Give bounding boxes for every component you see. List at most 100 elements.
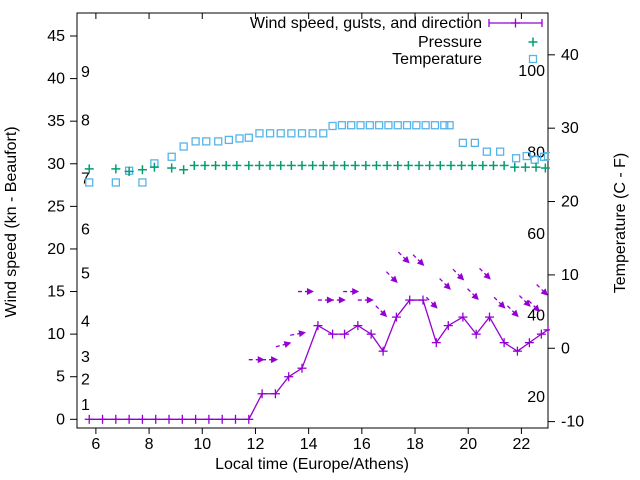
beaufort-label: 6 (81, 221, 90, 238)
gust-arrow-tail (412, 254, 421, 263)
temperature-point (85, 178, 94, 187)
beaufort-label: 8 (81, 112, 90, 129)
temperature-point (337, 121, 347, 130)
wind-line (89, 299, 549, 420)
plot-border (76, 12, 549, 429)
temperature-point (393, 121, 402, 130)
gust-arrow-head (511, 309, 519, 318)
temperature-point (440, 121, 449, 130)
gust-arrow-tail (385, 271, 394, 280)
x-tick-label: 14 (300, 436, 318, 453)
temperature-point (458, 138, 468, 147)
y-left-tick-label: 0 (56, 411, 65, 428)
gust-arrow-tail (528, 300, 537, 309)
temperature-point (356, 121, 365, 130)
legend-key-temperature (528, 54, 538, 64)
left-axis-title: Wind speed (kn - Beaufort) (3, 126, 20, 317)
legend-keys (488, 18, 543, 64)
x-tick-label: 10 (193, 436, 211, 453)
temperature-point (224, 135, 234, 145)
y-left-tick-label: 5 (56, 369, 65, 386)
gust-arrow-head (283, 341, 292, 348)
gust-arrow-head (366, 296, 374, 304)
gust-arrow-head (456, 273, 465, 281)
temperature-point (384, 121, 393, 130)
gust-arrow-tail (518, 295, 527, 304)
temperature-point (470, 138, 480, 147)
x-tick-label: 22 (513, 436, 531, 453)
gust-arrow-tail (467, 288, 476, 297)
temperature-point (111, 178, 120, 187)
temperature-point (328, 121, 337, 131)
gust-arrow-head (271, 356, 279, 364)
y-right-tick-label: 40 (561, 47, 579, 64)
temperature-point (430, 121, 440, 130)
gust-arrow-tail (493, 296, 502, 305)
temperature-point (522, 151, 531, 161)
temperature-point (402, 121, 412, 130)
gust-arrow-tail (290, 332, 301, 336)
temperature-point (179, 142, 188, 151)
right-axis-title: Temperature (C - F) (612, 153, 629, 293)
gust-arrow-head (352, 288, 360, 296)
data-series (84, 121, 550, 424)
y-left-tick-label: 35 (47, 113, 65, 130)
beaufort-label: 5 (81, 266, 90, 283)
gust-arrow-tail (479, 267, 488, 276)
y-right-tick-label: -10 (561, 414, 584, 431)
gust-arrow-head (379, 309, 388, 318)
temperature-point (374, 121, 384, 130)
gust-arrow-tail (452, 268, 461, 277)
x-tick-label: 16 (353, 436, 371, 453)
gust-arrow-head (402, 256, 410, 264)
y-left-tick-label: 45 (47, 28, 65, 45)
x-tick-label: 18 (406, 436, 424, 453)
temperature-point (276, 129, 285, 138)
fahrenheit-label: 100 (518, 63, 545, 80)
beaufort-label: 9 (81, 64, 90, 81)
temperature-point (255, 129, 264, 138)
gust-arrow-head (483, 272, 491, 280)
temperature-point (543, 151, 550, 161)
y-left-tick-label: 40 (47, 71, 65, 88)
fahrenheit-label: 20 (527, 389, 545, 406)
y-right-tick-label: 30 (561, 120, 579, 137)
gust-arrow-tail (375, 305, 384, 314)
temperature-point (297, 129, 307, 138)
beaufort-label: 3 (81, 349, 90, 366)
temperature-point (235, 134, 244, 143)
temperature-point (495, 147, 505, 156)
temperature-point (265, 129, 275, 138)
legend-label-pressure: Pressure (418, 34, 482, 51)
legend-label-temperature: Temperature (392, 51, 482, 68)
temperature-point (482, 147, 491, 156)
temperature-point (365, 121, 374, 130)
temperature-point (167, 152, 176, 161)
temperature-point (191, 137, 200, 146)
temperature-point (530, 155, 539, 164)
gust-arrow-tail (506, 305, 515, 314)
temperature-point (308, 129, 317, 138)
y-right-tick-label: 0 (561, 340, 570, 357)
y-left-tick-label: 30 (47, 156, 65, 173)
gust-arrow-tail (439, 278, 448, 287)
gust-arrow-head (532, 304, 541, 312)
fahrenheit-label: 60 (527, 226, 545, 243)
temperature-point (244, 133, 253, 142)
gust-arrow-head (338, 296, 346, 304)
gust-arrow-head (306, 288, 314, 296)
gust-arrow-head (257, 356, 265, 364)
x-axis-title: Local time (Europe/Athens) (215, 456, 409, 473)
x-tick-label: 8 (145, 436, 154, 453)
fahrenheit-label: 40 (527, 308, 545, 325)
y-left-tick-label: 25 (47, 198, 65, 215)
x-tick-label: 20 (459, 436, 477, 453)
temperature-point (347, 121, 356, 130)
beaufort-label: 4 (81, 313, 90, 330)
gust-arrow-head (540, 288, 548, 296)
gust-arrow-tail (536, 284, 545, 293)
beaufort-label: 1 (81, 397, 90, 414)
temperature-point (421, 121, 430, 130)
y-left-tick-label: 15 (47, 284, 65, 301)
